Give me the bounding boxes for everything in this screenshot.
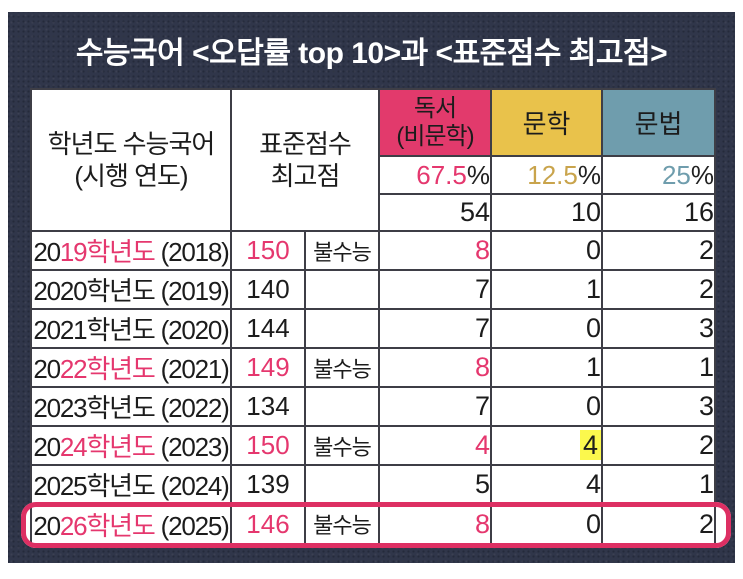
literature-cell: 1 bbox=[490, 269, 603, 310]
header-reading-line1: 독서 bbox=[413, 94, 457, 122]
table-row-2019: 2019학년도 (2018) 150 불수능 8 0 2 bbox=[30, 230, 716, 271]
count-row: 54 10 16 bbox=[31, 193, 716, 232]
literature-cell: 0 bbox=[490, 386, 603, 427]
bul-suneung-label: 불수능 bbox=[304, 503, 380, 543]
year-cell: 2021학년도 (2020) bbox=[30, 308, 232, 349]
year-cell: 2020학년도 (2019) bbox=[30, 269, 232, 310]
score-cell: 150 bbox=[230, 425, 306, 466]
header-row-sections: 학년도 수능국어 (시행 연도) 표준점수 최고점 독서 (비문학) 문학 문법 bbox=[30, 88, 716, 232]
bul-suneung-label: 불수능 bbox=[304, 347, 380, 388]
table-row-2021: 2021학년도 (2020) 144 7 0 3 bbox=[30, 308, 716, 349]
grammar-cell: 2 bbox=[601, 503, 716, 543]
header-standard-score: 표준점수 최고점 bbox=[230, 88, 380, 232]
percent-literature: 12.5% bbox=[490, 155, 603, 195]
literature-cell: 4 bbox=[490, 464, 603, 505]
grammar-cell: 1 bbox=[601, 464, 716, 505]
reading-cell: 5 bbox=[378, 464, 492, 505]
header-year-line1: 학년도 수능국어 bbox=[47, 128, 216, 159]
grammar-cell: 3 bbox=[601, 308, 716, 349]
literature-cell: 0 bbox=[490, 230, 603, 271]
bul-suneung-label bbox=[304, 269, 380, 310]
year-cell: 2025학년도 (2024) bbox=[30, 464, 232, 505]
content-panel: 수능국어 <오답률 top 10>과 <표준점수 최고점> 학년도 수능국어 (… bbox=[8, 12, 735, 563]
reading-cell: 7 bbox=[378, 308, 492, 349]
bul-suneung-label bbox=[304, 386, 380, 427]
year-cell: 2023학년도 (2022) bbox=[30, 386, 232, 427]
year-cell: 2019학년도 (2018) bbox=[30, 230, 232, 271]
score-cell: 139 bbox=[230, 464, 306, 505]
score-cell: 146 bbox=[230, 503, 306, 543]
percent-literature-value: 12.5 bbox=[527, 159, 578, 190]
percent-sign: % bbox=[577, 159, 601, 190]
grammar-cell: 2 bbox=[601, 425, 716, 466]
table-row-2025: 2025학년도 (2024) 139 5 4 1 bbox=[30, 464, 716, 505]
percent-row: 67.5% 12.5% 25% bbox=[31, 155, 716, 195]
header-reading-line2: (비문학) bbox=[396, 122, 474, 150]
year-cell: 2026학년도 (2025) bbox=[30, 503, 232, 543]
percent-reading-value: 67.5 bbox=[416, 159, 467, 190]
bul-suneung-label: 불수능 bbox=[304, 425, 380, 466]
header-score-line2: 최고점 bbox=[270, 161, 341, 191]
table-row-2024: 2024학년도 (2023) 150 불수능 4 4 2 bbox=[30, 425, 716, 466]
header-year-line2: (시행 연도) bbox=[74, 161, 188, 191]
percent-sign: % bbox=[690, 159, 714, 190]
count-literature: 10 bbox=[490, 193, 603, 232]
score-table: 학년도 수능국어 (시행 연도) 표준점수 최고점 독서 (비문학) 문학 문법… bbox=[30, 88, 716, 543]
reading-cell: 8 bbox=[378, 347, 492, 388]
bul-suneung-label bbox=[304, 308, 380, 349]
literature-cell-highlighted: 4 bbox=[490, 425, 603, 466]
header-year: 학년도 수능국어 (시행 연도) bbox=[30, 88, 232, 232]
header-reading: 독서 (비문학) bbox=[378, 88, 492, 157]
header-score-line1: 표준점수 bbox=[259, 128, 352, 159]
grammar-cell: 2 bbox=[601, 230, 716, 271]
grammar-cell: 1 bbox=[601, 347, 716, 388]
percent-grammar: 25% bbox=[601, 155, 716, 195]
percent-reading: 67.5% bbox=[378, 155, 492, 195]
score-cell: 140 bbox=[230, 269, 306, 310]
percent-sign: % bbox=[466, 159, 490, 190]
year-cell: 2022학년도 (2021) bbox=[30, 347, 232, 388]
score-cell: 149 bbox=[230, 347, 306, 388]
bul-suneung-label: 불수능 bbox=[304, 230, 380, 271]
reading-cell: 7 bbox=[378, 386, 492, 427]
grammar-cell: 3 bbox=[601, 386, 716, 427]
literature-cell: 0 bbox=[490, 503, 603, 543]
table-row-2026-highlighted: 2026학년도 (2025) 146 불수능 8 0 2 bbox=[30, 503, 716, 543]
table-row-2022: 2022학년도 (2021) 149 불수능 8 1 1 bbox=[30, 347, 716, 388]
score-cell: 144 bbox=[230, 308, 306, 349]
table-row-2020: 2020학년도 (2019) 140 7 1 2 bbox=[30, 269, 716, 310]
count-grammar: 16 bbox=[601, 193, 716, 232]
reading-cell: 8 bbox=[378, 503, 492, 543]
year-cell: 2024학년도 (2023) bbox=[30, 425, 232, 466]
yellow-highlight: 4 bbox=[579, 430, 600, 460]
grammar-cell: 2 bbox=[601, 269, 716, 310]
header-grammar: 문법 bbox=[601, 88, 716, 157]
percent-grammar-value: 25 bbox=[661, 159, 691, 190]
table-row-2023: 2023학년도 (2022) 134 7 0 3 bbox=[30, 386, 716, 427]
literature-cell: 1 bbox=[490, 347, 603, 388]
count-reading: 54 bbox=[378, 193, 492, 232]
score-cell: 150 bbox=[230, 230, 306, 271]
literature-cell: 0 bbox=[490, 308, 603, 349]
page-title: 수능국어 <오답률 top 10>과 <표준점수 최고점> bbox=[75, 37, 668, 70]
score-cell: 134 bbox=[230, 386, 306, 427]
reading-cell: 7 bbox=[378, 269, 492, 310]
bul-suneung-label bbox=[304, 464, 380, 505]
header-literature: 문학 bbox=[490, 88, 603, 157]
reading-cell: 4 bbox=[378, 425, 492, 466]
reading-cell: 8 bbox=[378, 230, 492, 271]
